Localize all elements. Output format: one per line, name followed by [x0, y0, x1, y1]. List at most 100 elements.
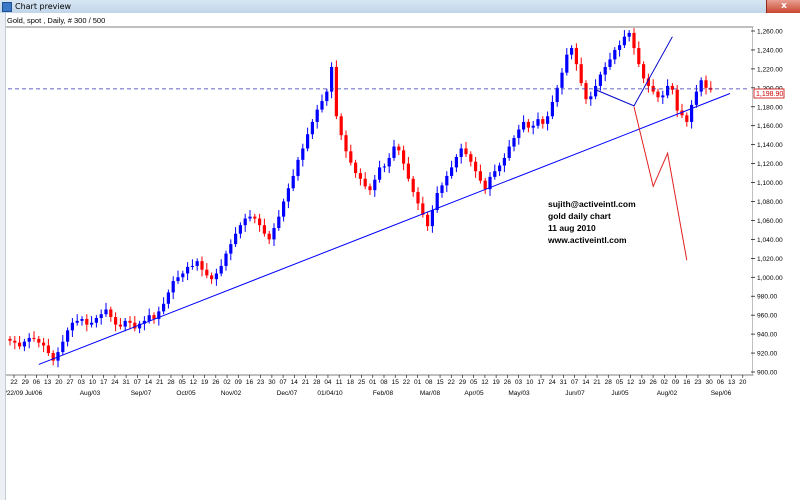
candle-body	[219, 265, 223, 274]
candle-body	[123, 320, 127, 327]
x-tick-label: 13	[44, 379, 52, 386]
y-tick-label: 920.00	[757, 351, 778, 358]
candle-body	[90, 322, 94, 325]
x-tick-label: 18	[347, 379, 355, 386]
x-month-label: May/03	[508, 390, 530, 397]
candle-body	[320, 101, 324, 110]
x-tick-label: 07	[279, 379, 287, 386]
candle-body	[661, 95, 665, 98]
x-tick-label: 08	[425, 379, 433, 386]
candle-body	[493, 171, 497, 177]
candle-body	[152, 315, 156, 319]
x-axis: 22 29 06 13 20 27 03 10 17 24 31 07 14 21 28 05 12 19 26 02…	[0, 375, 747, 397]
candle-body	[603, 66, 607, 75]
candle-body	[214, 273, 218, 280]
candle-body	[147, 315, 151, 321]
candle-body	[176, 277, 180, 282]
candle-body	[474, 161, 478, 172]
candle-body	[162, 303, 166, 312]
candle-body	[618, 45, 622, 50]
candle-body	[392, 146, 396, 158]
x-tick-label: 03	[515, 379, 523, 386]
candle-body	[70, 322, 74, 331]
candle-body	[46, 345, 50, 354]
x-month-label: Mar/08	[420, 390, 441, 397]
candle-body	[574, 48, 578, 65]
x-tick-label: 31	[123, 379, 131, 386]
candle-body	[555, 87, 559, 103]
candle-body	[51, 353, 55, 361]
y-tick-label: 1,040.00	[757, 237, 783, 244]
y-tick-label: 1,120.00	[757, 161, 783, 168]
candle-body	[358, 173, 362, 179]
x-tick-label: 27	[66, 379, 74, 386]
window-titlebar: Chart preview x	[0, 0, 800, 14]
candle-body	[75, 320, 79, 323]
candle-body	[550, 102, 554, 117]
candle-body	[579, 64, 583, 84]
candle-body	[426, 214, 430, 227]
candle-body	[594, 85, 598, 97]
y-tick-label: 1,240.00	[757, 47, 783, 54]
candle-body	[440, 185, 444, 193]
candle-body	[699, 80, 703, 92]
x-tick-label: 22	[448, 379, 456, 386]
candle-body	[291, 175, 295, 189]
x-tick-label: 12	[190, 379, 198, 386]
candle-body	[680, 110, 684, 116]
candle-body	[397, 146, 401, 151]
x-tick-label: 24	[549, 379, 557, 386]
candle-body	[200, 261, 204, 270]
close-button[interactable]: x	[766, 0, 800, 13]
candle-body	[430, 210, 434, 227]
x-tick-label: 26	[212, 379, 220, 386]
candle-body	[8, 338, 12, 341]
candle-body	[512, 138, 516, 147]
y-tick-label: 1,080.00	[757, 199, 783, 206]
candle-body	[13, 340, 17, 343]
candle-body	[498, 165, 502, 172]
candle-body	[632, 32, 636, 49]
x-tick-label: 07	[134, 379, 142, 386]
candle-body	[238, 225, 242, 234]
x-tick-label: 13	[728, 379, 736, 386]
candle-body	[694, 91, 698, 105]
candle-body	[402, 150, 406, 164]
y-axis: 900.00 920.00 940.00 960.00 980.00 1,000.00 1,…	[751, 29, 783, 377]
candle-body	[541, 119, 545, 124]
candle-body	[666, 85, 670, 96]
candle-body	[243, 218, 247, 226]
candle-body	[435, 192, 439, 211]
candle-body	[330, 66, 334, 92]
window-left-border	[0, 13, 6, 500]
x-month-label: Oct/05	[176, 390, 196, 397]
chart-area: Gold, spot , Daily, # 300 / 500 900.00 92…	[0, 13, 800, 409]
chart-title: Gold, spot , Daily, # 300 / 500	[7, 16, 105, 25]
candle-body	[526, 121, 530, 128]
x-tick-label: 02	[223, 379, 231, 386]
candle-body	[560, 72, 564, 88]
x-tick-label: 30	[706, 379, 714, 386]
candle-body	[416, 192, 420, 204]
x-tick-label: 10	[526, 379, 534, 386]
x-tick-label: 08	[380, 379, 388, 386]
candle-body	[334, 66, 338, 117]
x-tick-label: 28	[605, 379, 613, 386]
x-tick-label: 01	[369, 379, 377, 386]
x-tick-label: 10	[89, 379, 97, 386]
candle-body	[565, 54, 569, 73]
x-tick-label: 19	[493, 379, 501, 386]
x-tick-label: 11	[336, 379, 343, 386]
x-tick-label: 15	[436, 379, 444, 386]
candle-body	[685, 115, 689, 122]
candle-body	[459, 148, 463, 157]
annotation-line-3: 11 aug 2010	[548, 223, 596, 233]
candle-body	[301, 148, 305, 160]
x-tick-label: 19	[638, 379, 646, 386]
candle-body	[690, 104, 694, 122]
x-tick-label: 07	[571, 379, 579, 386]
gold-daily-chart: Gold, spot , Daily, # 300 / 500 900.00 92…	[0, 16, 800, 397]
annotation-line-2: gold daily chart	[548, 211, 611, 221]
x-month-label: Jul/05	[611, 390, 629, 397]
x-tick-label: 31	[560, 379, 568, 386]
